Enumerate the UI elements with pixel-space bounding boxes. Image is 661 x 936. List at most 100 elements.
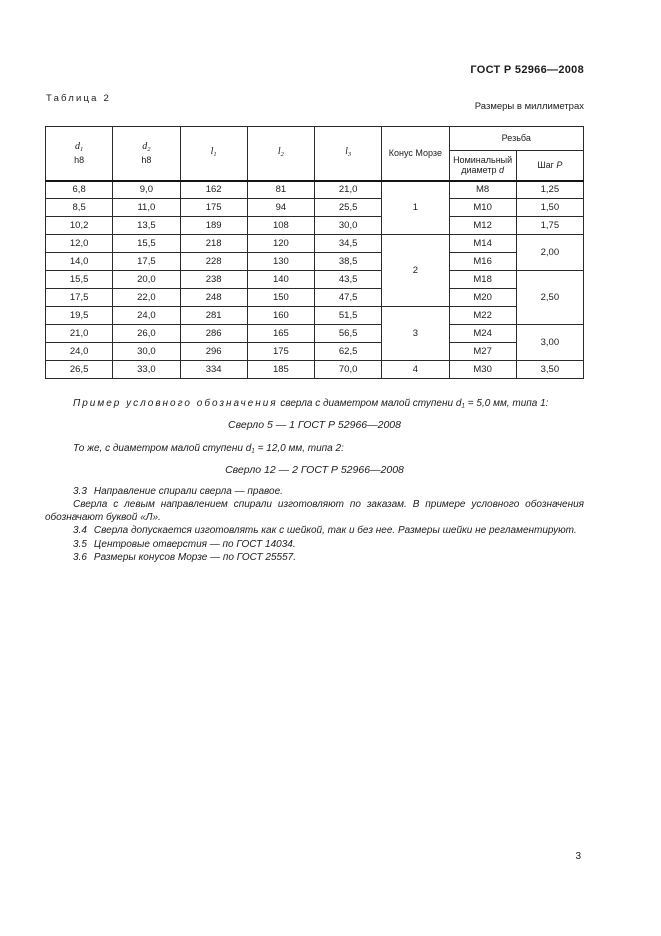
cell-l3: 51,5 — [313, 306, 383, 325]
cell-thread: M30 — [448, 360, 517, 379]
cell-thread: M18 — [448, 270, 517, 289]
cell-d2: 11,0 — [112, 198, 181, 217]
example-text-before-var: сверла с диаметром малой ступени — [277, 398, 456, 409]
cell-thread: M24 — [448, 324, 517, 343]
clause-text: Направление спирали сверла — правое. — [93, 485, 283, 497]
d1-letter: d — [75, 140, 80, 152]
page-number: 3 — [575, 851, 581, 862]
cell-thread: M27 — [448, 342, 517, 361]
doc-number: ГОСТ Р 52966—2008 — [470, 64, 584, 76]
cell-pitch: 1,75 — [515, 216, 585, 235]
l3-sub: 3 — [347, 151, 352, 158]
cell-pitch: 2,50 — [515, 270, 585, 325]
cell-d2: 26,0 — [112, 324, 181, 343]
cell-d2: 17,5 — [112, 252, 181, 271]
cell-thread: M22 — [448, 306, 517, 325]
table-row: 19,5 24,0 281 160 51,5 3 M22 — [44, 306, 584, 361]
example-var-sub: 1 — [251, 447, 255, 455]
table-row: 12,0 15,5 218 120 34,5 2 M14 2,00 — [44, 234, 585, 307]
cell-d2: 33,0 — [112, 360, 181, 379]
table-row: 10,2 13,5 189 108 30,0 M12 1,75 — [44, 216, 585, 235]
cell-l1: 248 — [179, 288, 248, 307]
cell-l3: 62,5 — [313, 342, 383, 361]
drill-dimensions-table: d1 h8 d2 h8 l1 l2 l3 Конус Морзе Резьба — [44, 126, 585, 379]
cell-pitch: 1,25 — [515, 180, 585, 199]
cell-d1: 24,0 — [44, 342, 114, 361]
col-header-pitch: Шаг P — [515, 150, 585, 182]
cell-l1: 228 — [179, 252, 248, 271]
thread-dia-label: Номинальный диаметр — [453, 154, 513, 176]
cell-thread: M8 — [448, 180, 517, 199]
pitch-label: Шаг — [537, 160, 554, 170]
cell-d1: 14,0 — [44, 252, 114, 271]
clause-number: 3.3 — [73, 485, 87, 497]
cell-l2: 130 — [246, 252, 316, 271]
cell-morse-taper: 4 — [381, 360, 450, 379]
cell-d2: 13,5 — [112, 216, 181, 235]
cell-pitch: 3,00 — [515, 324, 585, 361]
col-header-d2: d2 h8 — [112, 126, 181, 182]
cell-d2: 15,5 — [112, 234, 181, 253]
cell-d1: 10,2 — [44, 216, 114, 235]
clause-3-3-continuation: Сверла с левым направлением спирали изго… — [45, 498, 584, 524]
example-text-after-var: = 5,0 мм, типа 1: — [465, 398, 549, 409]
d2-sub: 2 — [147, 145, 151, 153]
cell-l3: 70,0 — [313, 360, 383, 379]
cell-l3: 21,0 — [313, 180, 383, 199]
cell-pitch: 1,50 — [515, 198, 585, 217]
cell-d2: 30,0 — [112, 342, 181, 361]
table-row: 24,0 30,0 296 175 62,5 M27 — [44, 342, 584, 361]
cell-d1: 26,5 — [44, 360, 114, 379]
cell-d1: 17,5 — [44, 288, 114, 307]
clause-text: Сверла допускается изготовлять как с шей… — [93, 525, 577, 537]
designation-line-1: Сверло 5 — 1 ГОСТ Р 52966—2008 — [228, 418, 401, 431]
col-header-l3: l3 — [313, 126, 383, 182]
cell-morse-taper: 1 — [381, 180, 450, 235]
table-row: 17,5 22,0 248 150 47,5 M20 — [44, 288, 584, 307]
cell-l1: 218 — [179, 234, 248, 253]
clause-number: 3.4 — [73, 525, 87, 537]
table-row: 21,0 26,0 286 165 56,5 M24 3,00 — [44, 324, 585, 361]
cell-thread: M12 — [448, 216, 517, 235]
clause-text: Размеры конусов Морзе — по ГОСТ 25557. — [93, 551, 297, 563]
cell-l3: 47,5 — [313, 288, 383, 307]
cell-l2: 160 — [246, 306, 316, 325]
cell-l1: 175 — [179, 198, 248, 217]
cell-d1: 19,5 — [44, 306, 114, 325]
cell-l2: 140 — [246, 270, 316, 289]
example-lead: Пример условного обозначения — [73, 398, 278, 409]
cell-l1: 281 — [179, 306, 248, 325]
cell-d1: 21,0 — [44, 324, 114, 343]
cell-l1: 162 — [179, 180, 248, 199]
example-text-before-var: То же, с диаметром малой ступени — [73, 442, 246, 454]
col-header-thread-diameter: Номинальный диаметр d — [448, 150, 517, 182]
cell-l2: 81 — [246, 180, 316, 199]
cell-l1: 296 — [179, 342, 248, 361]
body-text-block: Пример условного обозначения сверла с ди… — [45, 397, 584, 564]
l2-sub: 2 — [280, 151, 284, 158]
cell-l3: 43,5 — [313, 270, 383, 289]
thread-dia-letter: d — [499, 165, 505, 176]
clause-3-3: 3.3 Направление спирали сверла — правое. — [45, 485, 584, 498]
col-header-l1: l1 — [179, 126, 248, 182]
designation-example-intro-1: Пример условного обозначения сверла с ди… — [45, 397, 584, 413]
d2-tolerance: h8 — [141, 155, 152, 166]
cell-l1: 238 — [179, 270, 248, 289]
example-var-letter: d — [455, 398, 462, 409]
cell-l1: 286 — [179, 324, 248, 343]
cell-d2: 9,0 — [112, 180, 181, 199]
d1-sub: 1 — [80, 145, 84, 153]
cell-morse-taper: 3 — [381, 306, 450, 361]
cell-thread: M10 — [448, 198, 517, 217]
clause-3-5: 3.5 Центровые отверстия — по ГОСТ 14034. — [45, 538, 584, 551]
clause-number: 3.6 — [73, 551, 87, 563]
designation-example-intro-2: То же, с диаметром малой ступени d1 = 12… — [45, 442, 584, 458]
col-header-thread-group: Резьба — [448, 126, 584, 151]
cell-pitch: 2,00 — [515, 234, 585, 271]
col-header-l2: l2 — [246, 126, 316, 182]
clause-3-6: 3.6 Размеры конусов Морзе — по ГОСТ 25557… — [45, 551, 584, 564]
col-header-d1: d1 h8 — [44, 126, 114, 182]
clause-text: Сверла с левым направлением спирали изго… — [45, 499, 584, 524]
l2-letter: l — [277, 146, 281, 157]
